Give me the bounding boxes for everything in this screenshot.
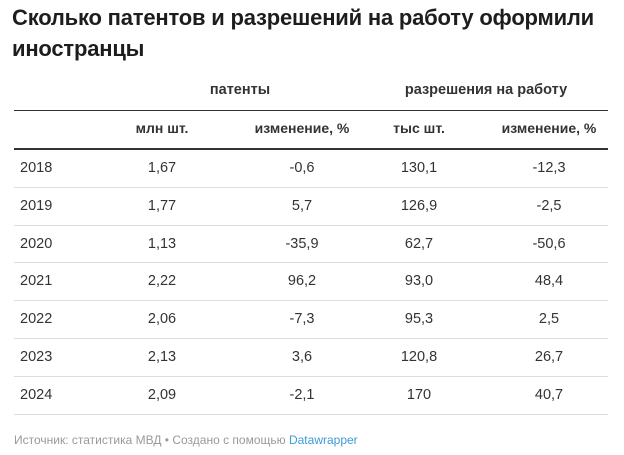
cell-patents-count: 2,22 (147, 273, 177, 290)
source-note: Источник: статистика МВД • Создано с пом… (14, 433, 289, 447)
table-row: 2019 1,77 5,7 126,9 -2,5 (14, 188, 608, 226)
cell-patents-change: 3,6 (291, 348, 313, 365)
cell-year: 2023 (20, 348, 53, 365)
table-title: Сколько патентов и разрешений на работу … (12, 5, 595, 61)
datawrapper-link[interactable]: Datawrapper (288, 433, 358, 447)
table-row: 2020 1,13 -35,9 62,7 -50,6 (14, 226, 608, 264)
cell-permits-change: -50,6 (532, 235, 566, 252)
cell-patents-count: 2,13 (147, 348, 177, 365)
column-header-divider (14, 148, 608, 150)
column-header-patents-change: изменение, % (254, 120, 350, 136)
table-row: 2024 2,09 -2,1 170 40,7 (14, 377, 608, 415)
column-header-patents-count: млн шт. (135, 120, 189, 136)
cell-permits-count: 130,1 (400, 160, 438, 176)
column-header-permits-count: тыс шт. (393, 120, 445, 136)
column-header-permits-change: изменение, % (501, 120, 597, 136)
table-row: 2018 1,67 -0,6 130,1 -12,3 (14, 150, 608, 188)
cell-permits-count: 93,0 (404, 273, 434, 290)
group-header-patents: патенты (209, 82, 271, 98)
cell-permits-change: 2,5 (538, 311, 560, 328)
table-row: 2022 2,06 -7,3 95,3 2,5 (14, 301, 608, 339)
cell-patents-change: -35,9 (285, 235, 319, 252)
cell-year: 2019 (20, 197, 53, 214)
header-divider (14, 110, 608, 111)
cell-patents-count: 1,77 (147, 197, 177, 214)
cell-permits-count: 95,3 (404, 311, 434, 328)
cell-patents-count: 1,13 (147, 235, 177, 252)
cell-patents-change: -0,6 (289, 160, 315, 176)
cell-patents-change: 5,7 (291, 197, 313, 214)
cell-permits-change: 26,7 (534, 348, 564, 365)
cell-year: 2021 (20, 273, 53, 290)
cell-patents-count: 2,06 (147, 311, 177, 328)
cell-patents-count: 1,67 (147, 160, 177, 176)
cell-year: 2018 (20, 160, 53, 176)
cell-year: 2020 (20, 235, 53, 252)
cell-permits-count: 126,9 (400, 197, 438, 214)
table-body: 2018 1,67 -0,6 130,1 -12,3 2019 1,77 5,7… (14, 150, 608, 415)
cell-permits-change: -2,5 (536, 197, 562, 214)
cell-permits-change: 40,7 (534, 386, 564, 403)
cell-permits-change: -12,3 (532, 160, 566, 176)
cell-permits-count: 62,7 (404, 235, 434, 252)
table-row: 2023 2,13 3,6 120,8 26,7 (14, 339, 608, 377)
cell-permits-change: 48,4 (534, 273, 564, 290)
cell-patents-change: 96,2 (287, 273, 317, 290)
cell-patents-change: -2,1 (289, 386, 315, 403)
cell-year: 2024 (20, 386, 53, 403)
cell-permits-count: 170 (406, 386, 432, 403)
cell-patents-count: 2,09 (147, 386, 177, 403)
source-footer: Источник: статистика МВД • Создано с пом… (14, 432, 358, 448)
group-header-work-permits: разрешения на работу (404, 82, 568, 98)
cell-permits-count: 120,8 (400, 348, 438, 365)
table-row: 2021 2,22 96,2 93,0 48,4 (14, 263, 608, 302)
cell-year: 2022 (20, 311, 53, 328)
cell-patents-change: -7,3 (289, 311, 315, 328)
